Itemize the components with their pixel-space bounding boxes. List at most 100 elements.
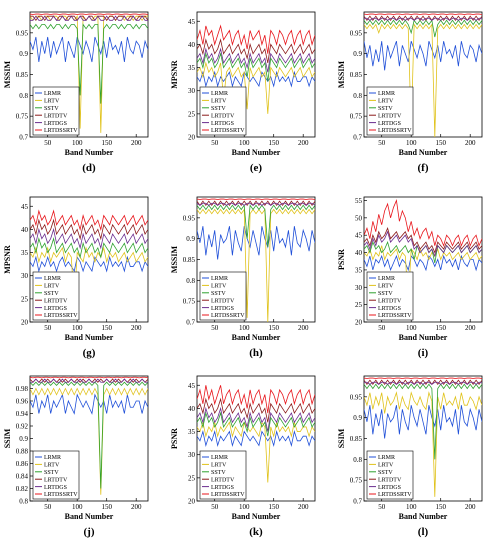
- panel-j: 0.80.820.840.860.880.90.920.940.960.9850…: [3, 376, 148, 538]
- legend-entry: LRTDSSRTV: [211, 313, 245, 319]
- legend-entry: SSTV: [378, 291, 393, 297]
- panel-label: (j): [84, 526, 95, 538]
- y-tick-label: 0.98: [16, 385, 29, 393]
- y-tick-label: 0.8: [353, 456, 362, 464]
- legend-entry: LRTDGS: [378, 485, 401, 491]
- y-tick-label: 0.96: [16, 398, 29, 406]
- x-axis-label: Band Number: [232, 148, 281, 157]
- y-tick-label: 0.95: [350, 29, 363, 37]
- legend-entry: LRMR: [211, 91, 228, 97]
- x-tick-label: 200: [465, 139, 476, 147]
- legend-entry: LRTV: [378, 99, 394, 105]
- x-axis-label: Band Number: [399, 333, 448, 342]
- y-tick-label: 0.85: [350, 435, 363, 443]
- legend-entry: LRTDTV: [378, 113, 402, 119]
- x-tick-label: 200: [298, 503, 309, 511]
- x-tick-label: 50: [44, 503, 52, 511]
- legend-entry: LRTDTV: [211, 477, 235, 483]
- y-tick-label: 20: [188, 498, 196, 506]
- legend-entry: LRTDGS: [211, 485, 234, 491]
- y-tick-label: 0.82: [16, 485, 29, 493]
- legend-entry: LRTV: [44, 284, 60, 290]
- legend-entry: LRMR: [44, 455, 61, 461]
- legend-entry: LRTV: [378, 284, 394, 290]
- y-tick-label: 25: [188, 474, 196, 482]
- legend-entry: LRMR: [378, 91, 395, 97]
- x-tick-label: 150: [268, 139, 279, 147]
- x-tick-label: 200: [131, 324, 142, 332]
- y-tick-label: 0.7: [186, 319, 195, 327]
- y-tick-label: 0.7: [353, 498, 362, 506]
- legend-entry: LRTDTV: [378, 298, 402, 304]
- panel-label: (k): [249, 526, 263, 538]
- x-tick-label: 100: [239, 503, 250, 511]
- legend-entry: LRTDGS: [44, 121, 67, 127]
- legend-entry: LRTDTV: [211, 113, 235, 119]
- legend-entry: LRTDTV: [44, 298, 68, 304]
- y-tick-label: 20: [355, 319, 363, 327]
- y-tick-label: 0.95: [350, 393, 363, 401]
- legend-entry: LRTDSSRTV: [378, 492, 412, 498]
- y-tick-label: 40: [188, 41, 196, 49]
- y-axis-label: MSSIM: [170, 246, 179, 274]
- panel-label: (i): [418, 347, 429, 359]
- x-axis-label: Band Number: [65, 148, 114, 157]
- legend-entry: SSTV: [211, 291, 226, 297]
- y-axis-label: MSSIM: [337, 61, 346, 89]
- panel-label: (f): [418, 162, 429, 174]
- legend-entry: LRTV: [378, 463, 394, 469]
- y-tick-label: 40: [355, 249, 363, 257]
- x-tick-label: 50: [378, 324, 386, 332]
- y-tick-label: 0.86: [16, 460, 29, 468]
- legend-entry: LRMR: [378, 276, 395, 282]
- y-tick-label: 30: [21, 272, 29, 280]
- panel-label: (d): [82, 162, 96, 174]
- x-tick-label: 150: [101, 503, 112, 511]
- x-tick-label: 150: [435, 503, 446, 511]
- legend-entry: LRTDSSRTV: [44, 128, 78, 134]
- x-tick-label: 150: [435, 324, 446, 332]
- y-tick-label: 35: [188, 64, 196, 72]
- y-tick-label: 0.75: [350, 113, 363, 121]
- legend-entry: LRTDSSRTV: [211, 492, 245, 498]
- y-axis-label: PSNR: [337, 249, 346, 270]
- x-tick-label: 150: [268, 503, 279, 511]
- y-tick-label: 0.75: [183, 298, 196, 306]
- y-tick-label: 35: [355, 266, 363, 274]
- legend-entry: LRTDSSRTV: [44, 313, 78, 319]
- x-tick-label: 200: [131, 503, 142, 511]
- y-tick-label: 40: [188, 405, 196, 413]
- legend-entry: LRTDGS: [44, 485, 67, 491]
- x-tick-label: 100: [406, 324, 417, 332]
- x-tick-label: 50: [378, 139, 386, 147]
- legend-entry: LRMR: [378, 455, 395, 461]
- y-tick-label: 0.94: [16, 410, 29, 418]
- legend-entry: LRTDGS: [211, 121, 234, 127]
- x-tick-label: 150: [101, 324, 112, 332]
- y-tick-label: 0.8: [353, 92, 362, 100]
- legend-entry: SSTV: [211, 470, 226, 476]
- y-tick-label: 0.9: [353, 414, 362, 422]
- legend-entry: LRTV: [211, 463, 227, 469]
- y-tick-label: 45: [355, 232, 363, 240]
- panel-label: (e): [250, 162, 263, 174]
- x-axis-label: Band Number: [232, 512, 281, 521]
- y-tick-label: 20: [188, 134, 196, 142]
- legend-entry: LRMR: [211, 276, 228, 282]
- y-axis-label: MSSIM: [3, 61, 12, 89]
- y-tick-label: 30: [188, 87, 196, 95]
- legend-entry: LRTDTV: [44, 477, 68, 483]
- y-axis-label: SSIM: [3, 428, 12, 448]
- y-tick-label: 50: [355, 214, 363, 222]
- y-tick-label: 0.9: [19, 435, 28, 443]
- y-tick-label: 25: [21, 295, 29, 303]
- y-tick-label: 0.7: [353, 134, 362, 142]
- x-tick-label: 100: [406, 503, 417, 511]
- y-tick-label: 35: [21, 249, 29, 257]
- x-axis-label: Band Number: [232, 333, 281, 342]
- y-tick-label: 55: [355, 197, 363, 205]
